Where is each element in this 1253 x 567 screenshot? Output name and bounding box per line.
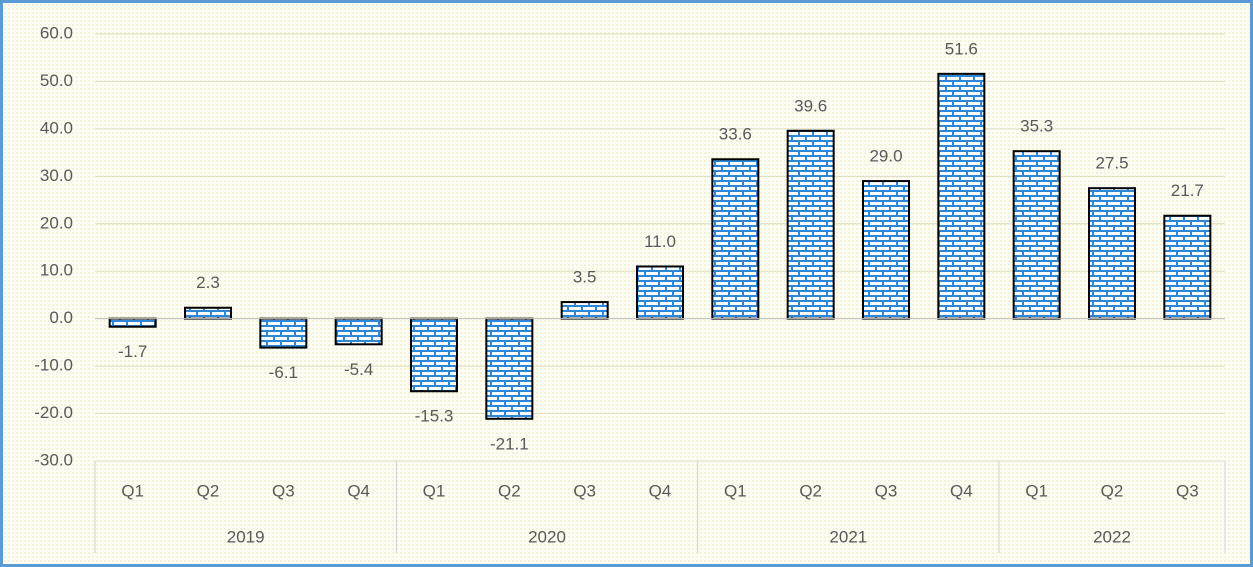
x-tick-label: Q3 — [875, 481, 898, 500]
bar — [184, 306, 232, 320]
x-tick-label: Q1 — [724, 481, 747, 500]
y-tick-label: -10.0 — [34, 356, 73, 375]
x-tick-label: Q4 — [347, 481, 370, 500]
group-label: 2020 — [528, 527, 566, 546]
x-tick-label: Q2 — [197, 481, 220, 500]
x-tick-label: Q3 — [1176, 481, 1199, 500]
group-label: 2021 — [829, 527, 867, 546]
data-label: 11.0 — [644, 232, 676, 251]
bar — [786, 129, 835, 320]
x-tick-label: Q3 — [272, 481, 295, 500]
bar — [937, 72, 986, 320]
data-label: 2.3 — [196, 273, 220, 292]
y-tick-label: 10.0 — [40, 261, 73, 280]
bar — [1088, 187, 1136, 320]
data-label: 39.6 — [794, 96, 827, 115]
bar — [334, 317, 383, 346]
bar — [862, 180, 910, 320]
data-label: -5.4 — [344, 360, 373, 379]
y-tick-label: 40.0 — [40, 118, 73, 137]
x-tick-label: Q2 — [799, 481, 822, 500]
bar — [485, 317, 534, 420]
y-tick-label: 50.0 — [40, 71, 73, 90]
bar — [636, 265, 684, 320]
data-label: -21.1 — [490, 434, 529, 453]
data-label: 51.6 — [945, 39, 978, 58]
data-label: -1.7 — [118, 342, 147, 361]
data-label: -6.1 — [269, 363, 298, 382]
data-label: 35.3 — [1020, 117, 1053, 136]
x-tick-label: Q4 — [649, 481, 672, 500]
x-tick-label: Q1 — [121, 481, 144, 500]
x-tick-label: Q2 — [498, 481, 521, 500]
x-tick-label: Q4 — [950, 481, 973, 500]
group-label: 2019 — [227, 527, 265, 546]
bar — [1012, 150, 1061, 320]
bar — [259, 317, 308, 349]
x-tick-label: Q1 — [423, 481, 446, 500]
data-label: 27.5 — [1095, 154, 1128, 173]
bar — [1163, 214, 1212, 320]
group-label: 2022 — [1093, 527, 1131, 546]
bar — [108, 317, 157, 328]
bar — [410, 317, 458, 393]
x-tick-label: Q3 — [573, 481, 596, 500]
y-tick-label: 20.0 — [40, 213, 73, 232]
bar — [711, 158, 760, 320]
y-tick-label: -30.0 — [34, 450, 73, 469]
x-tick-label: Q2 — [1101, 481, 1124, 500]
y-tick-label: -20.0 — [34, 403, 73, 422]
data-label: 29.0 — [869, 147, 902, 166]
data-label: 33.6 — [719, 125, 752, 144]
y-tick-label: 60.0 — [40, 23, 73, 42]
x-tick-label: Q1 — [1025, 481, 1048, 500]
data-label: -15.3 — [415, 407, 454, 426]
data-label: 3.5 — [573, 268, 597, 287]
data-label: 21.7 — [1171, 181, 1204, 200]
y-tick-label: 30.0 — [40, 166, 73, 185]
y-tick-label: 0.0 — [49, 308, 73, 327]
bar — [560, 301, 609, 320]
